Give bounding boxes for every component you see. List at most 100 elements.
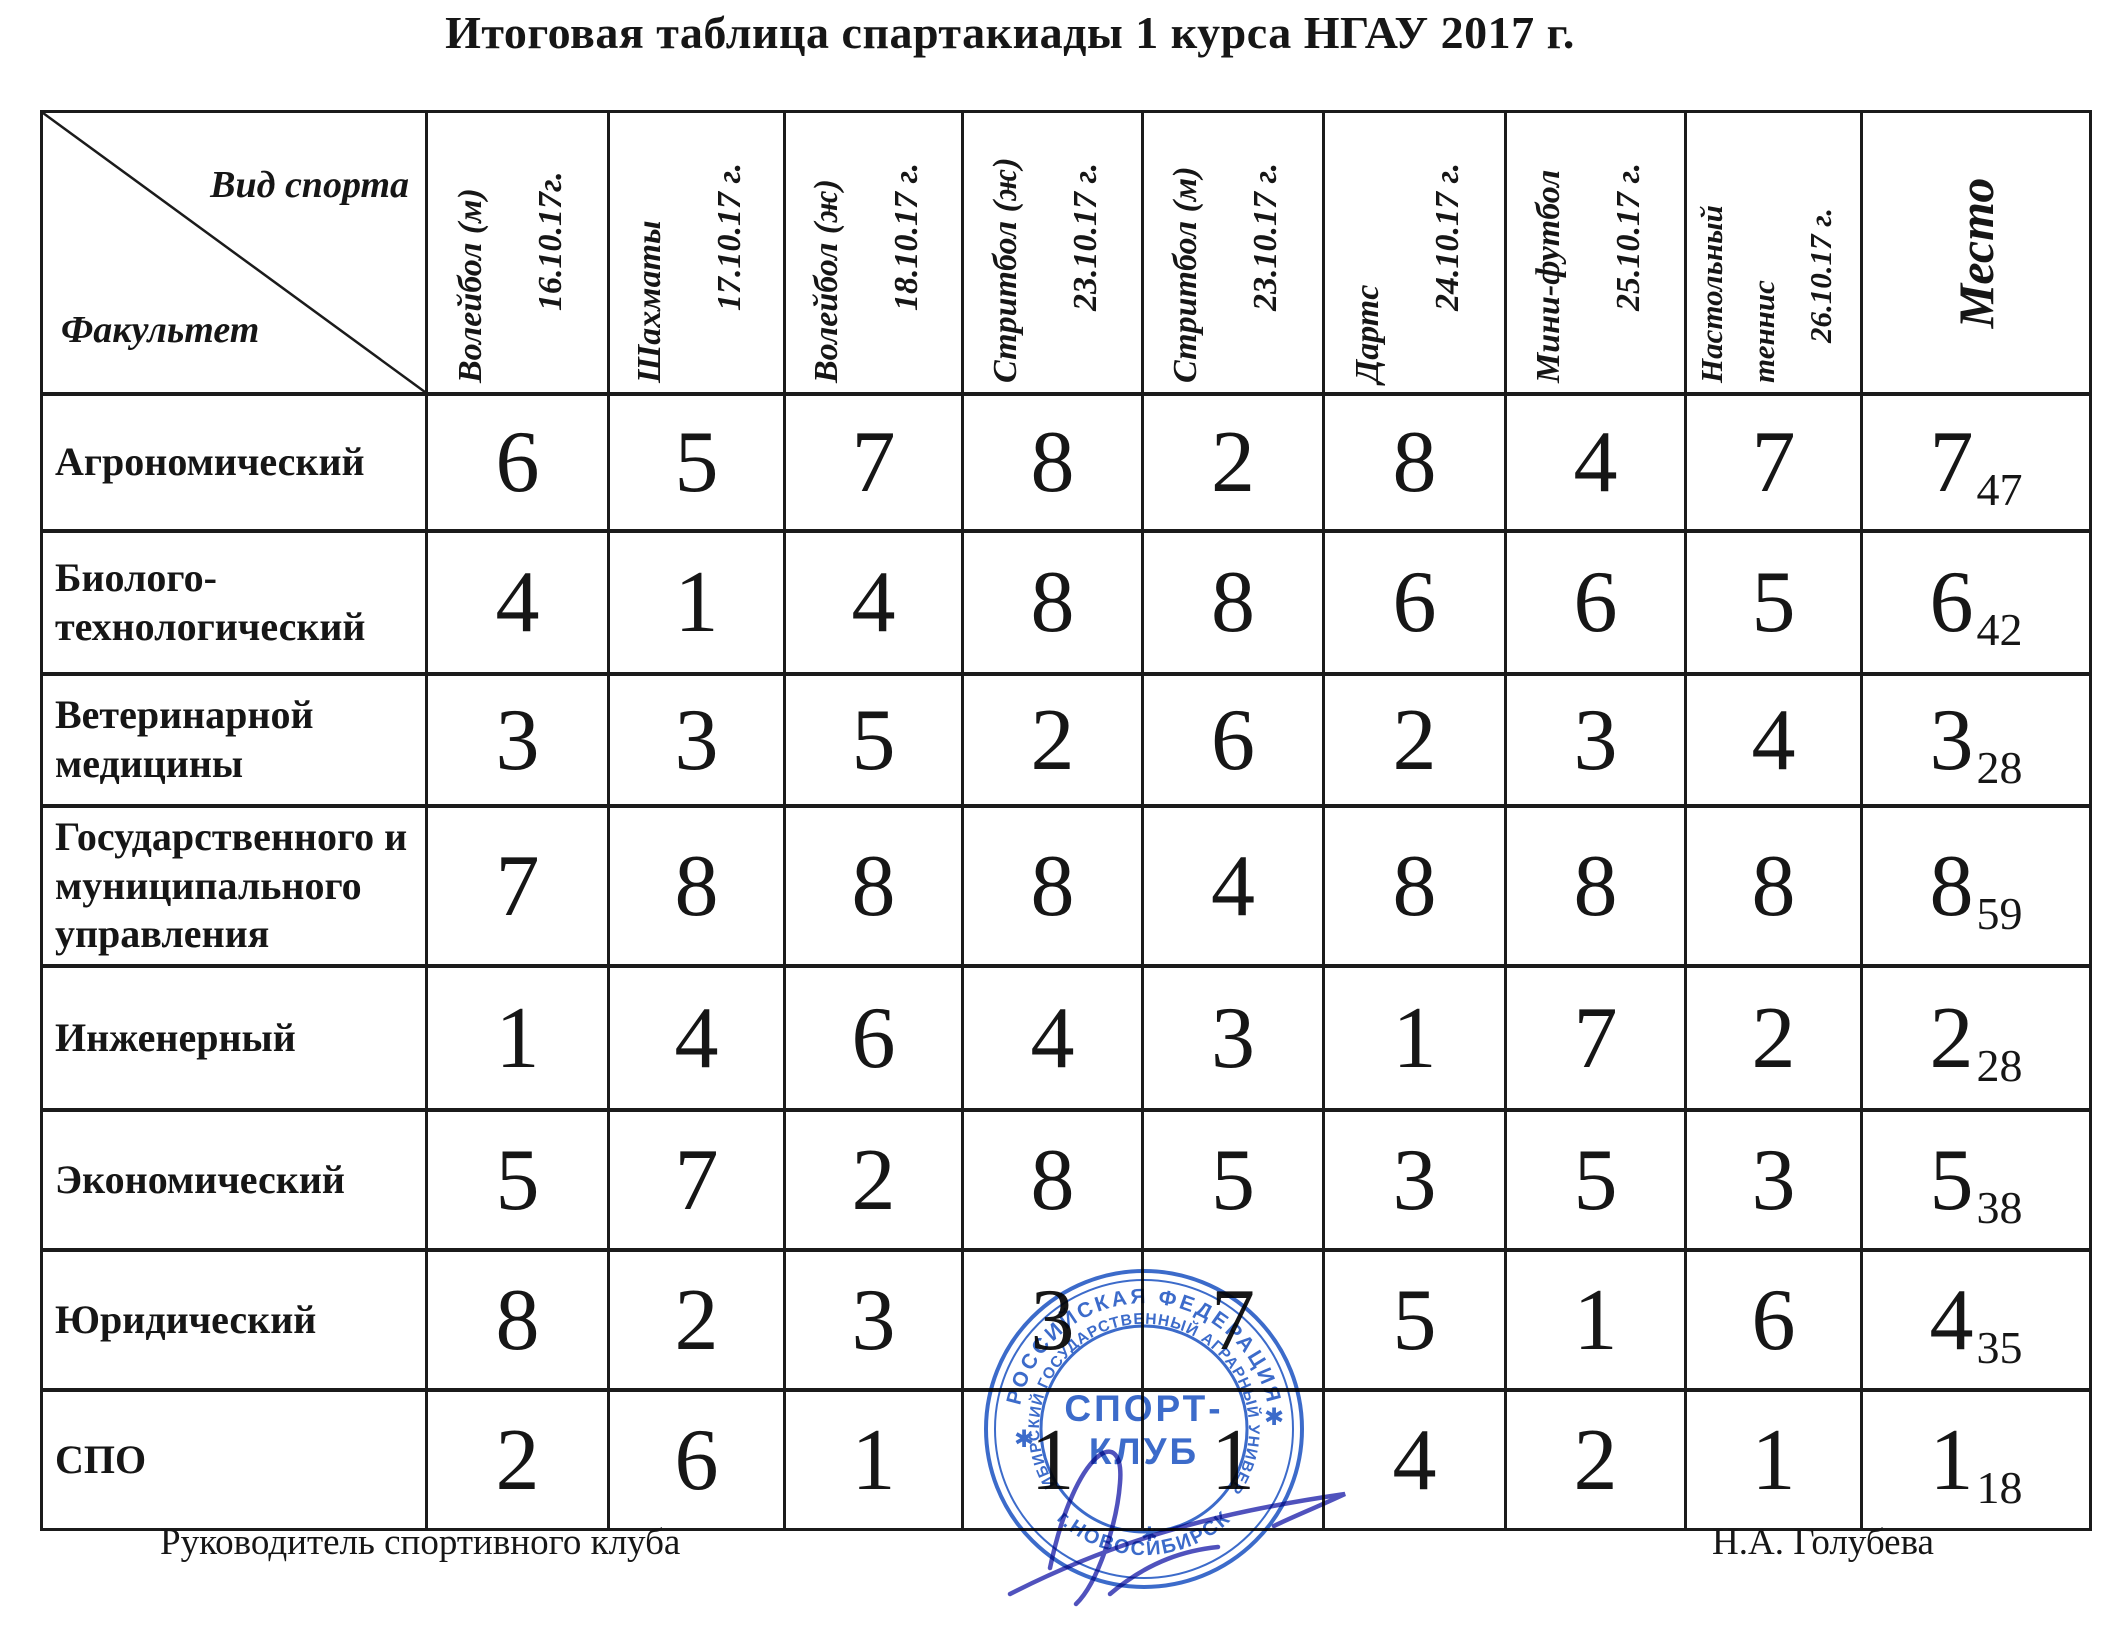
score-cell: 2: [610, 1252, 786, 1392]
score-value: 6: [1573, 554, 1618, 651]
score-value: 1: [851, 1411, 896, 1509]
score-value: 6: [495, 414, 540, 511]
score-cell: 5: [1507, 1112, 1687, 1252]
faculty-cell: Агрономический: [43, 396, 428, 533]
points-value: 42: [1976, 604, 2023, 655]
score-cell: 4: [1687, 676, 1863, 808]
score-value: 4: [1211, 837, 1255, 935]
score-cell: 4: [1507, 396, 1687, 533]
score-cell: 8: [1144, 533, 1325, 676]
score-value: 7: [674, 1131, 719, 1229]
score-value: 5: [1751, 554, 1796, 651]
score-value: 4: [495, 554, 540, 651]
score-cell: 2: [1144, 396, 1325, 533]
score-value: 2: [851, 1131, 896, 1229]
score-value: 4: [1573, 414, 1618, 511]
score-value: 1: [1030, 1411, 1075, 1509]
score-cell: 1: [786, 1392, 964, 1528]
score-value: 2: [1211, 414, 1255, 511]
sport-date-label: 17.10.17 г.: [710, 162, 748, 311]
place-value: 2: [1929, 989, 1974, 1087]
score-cell: 8: [964, 533, 1144, 676]
score-cell: 5: [786, 676, 964, 808]
score-value: 8: [851, 837, 896, 935]
score-value: 7: [851, 414, 896, 511]
faculty-name: Агрономический: [55, 439, 365, 485]
score-value: 1: [1573, 1271, 1618, 1369]
score-value: 1: [1392, 989, 1437, 1087]
score-cell: 7: [428, 808, 610, 968]
place-column-label: Место: [1948, 177, 2004, 328]
score-value: 4: [1751, 691, 1796, 789]
sport-date-label: 23.10.17 г.: [1247, 162, 1284, 311]
faculty-name: Юридический: [55, 1296, 317, 1342]
score-cell: 8: [1687, 808, 1863, 968]
faculty-cell: Инженерный: [43, 968, 428, 1112]
score-cell: 3: [1687, 1112, 1863, 1252]
column-header: Шахматы 17.10.17 г.: [610, 113, 786, 396]
stamp-star-right-icon: ✱: [1264, 1404, 1284, 1431]
faculty-cell: Юридический: [43, 1252, 428, 1392]
sport-name-label: Стритбол (ж): [986, 156, 1024, 383]
score-cell: 3: [1325, 1112, 1507, 1252]
score-cell: 7: [786, 396, 964, 533]
score-cell: 1: [610, 533, 786, 676]
score-cell: 8: [964, 396, 1144, 533]
score-value: 4: [1030, 989, 1075, 1087]
sport-name-label: Шахматы: [630, 219, 668, 383]
faculty-name: Ветеринарной медицины: [55, 692, 314, 786]
score-cell: 5: [1325, 1252, 1507, 1392]
points-value: 35: [1976, 1321, 2023, 1373]
score-cell: 4: [786, 533, 964, 676]
column-header: Стритбол (м) 23.10.17 г.: [1144, 113, 1325, 396]
sport-name-label: Настольный теннис: [1693, 204, 1781, 383]
signer-name: Н.А. Голубева: [1712, 1522, 1934, 1563]
score-cell: 5: [428, 1112, 610, 1252]
score-cell: 1: [428, 968, 610, 1112]
place-value: 8: [1929, 837, 1974, 935]
score-value: 3: [851, 1271, 896, 1369]
faculty-cell: Ветеринарной медицины: [43, 676, 428, 808]
score-value: 2: [1392, 691, 1437, 789]
column-header: Настольный теннис 26.10.17 г.: [1687, 113, 1863, 396]
column-header: Волейбол (ж) 18.10.17 г.: [786, 113, 964, 396]
score-value: 2: [1030, 691, 1075, 789]
score-value: 7: [495, 837, 540, 935]
score-value: 7: [1751, 414, 1796, 511]
score-value: 3: [1030, 1271, 1075, 1369]
score-cell: 2: [1325, 676, 1507, 808]
score-value: 4: [1392, 1411, 1437, 1509]
score-cell: 4: [964, 968, 1144, 1112]
score-cell: 2: [964, 676, 1144, 808]
score-cell: 3: [964, 1252, 1144, 1392]
score-value: 8: [1030, 837, 1075, 935]
score-value: 8: [674, 837, 719, 935]
place-cell: 7 47: [1863, 396, 2089, 533]
score-value: 6: [1392, 554, 1437, 651]
score-value: 2: [1573, 1411, 1618, 1509]
faculty-cell: Экономический: [43, 1112, 428, 1252]
place-cell: 4 35: [1863, 1252, 2089, 1392]
score-cell: 6: [1144, 676, 1325, 808]
faculty-name: СПО: [55, 1436, 147, 1482]
place-value: 7: [1929, 414, 1974, 511]
place-cell: 3 28: [1863, 676, 2089, 808]
score-cell: 1: [964, 1392, 1144, 1528]
score-value: 8: [1751, 837, 1796, 935]
faculty-cell: Биолого-технологический: [43, 533, 428, 676]
score-cell: 6: [786, 968, 964, 1112]
score-cell: 8: [964, 1112, 1144, 1252]
score-cell: 1: [1687, 1392, 1863, 1528]
score-value: 7: [1573, 989, 1618, 1087]
score-value: 8: [1392, 414, 1437, 511]
faculty-cell: СПО: [43, 1392, 428, 1528]
score-cell: 8: [786, 808, 964, 968]
place-value: 4: [1929, 1271, 1974, 1369]
score-value: 6: [1751, 1271, 1796, 1369]
score-value: 8: [1573, 837, 1618, 935]
sport-date-label: 16.10.17г.: [531, 170, 569, 311]
score-value: 3: [1573, 691, 1618, 789]
score-value: 5: [1211, 1131, 1255, 1229]
score-cell: 7: [610, 1112, 786, 1252]
score-value: 8: [1030, 414, 1075, 511]
